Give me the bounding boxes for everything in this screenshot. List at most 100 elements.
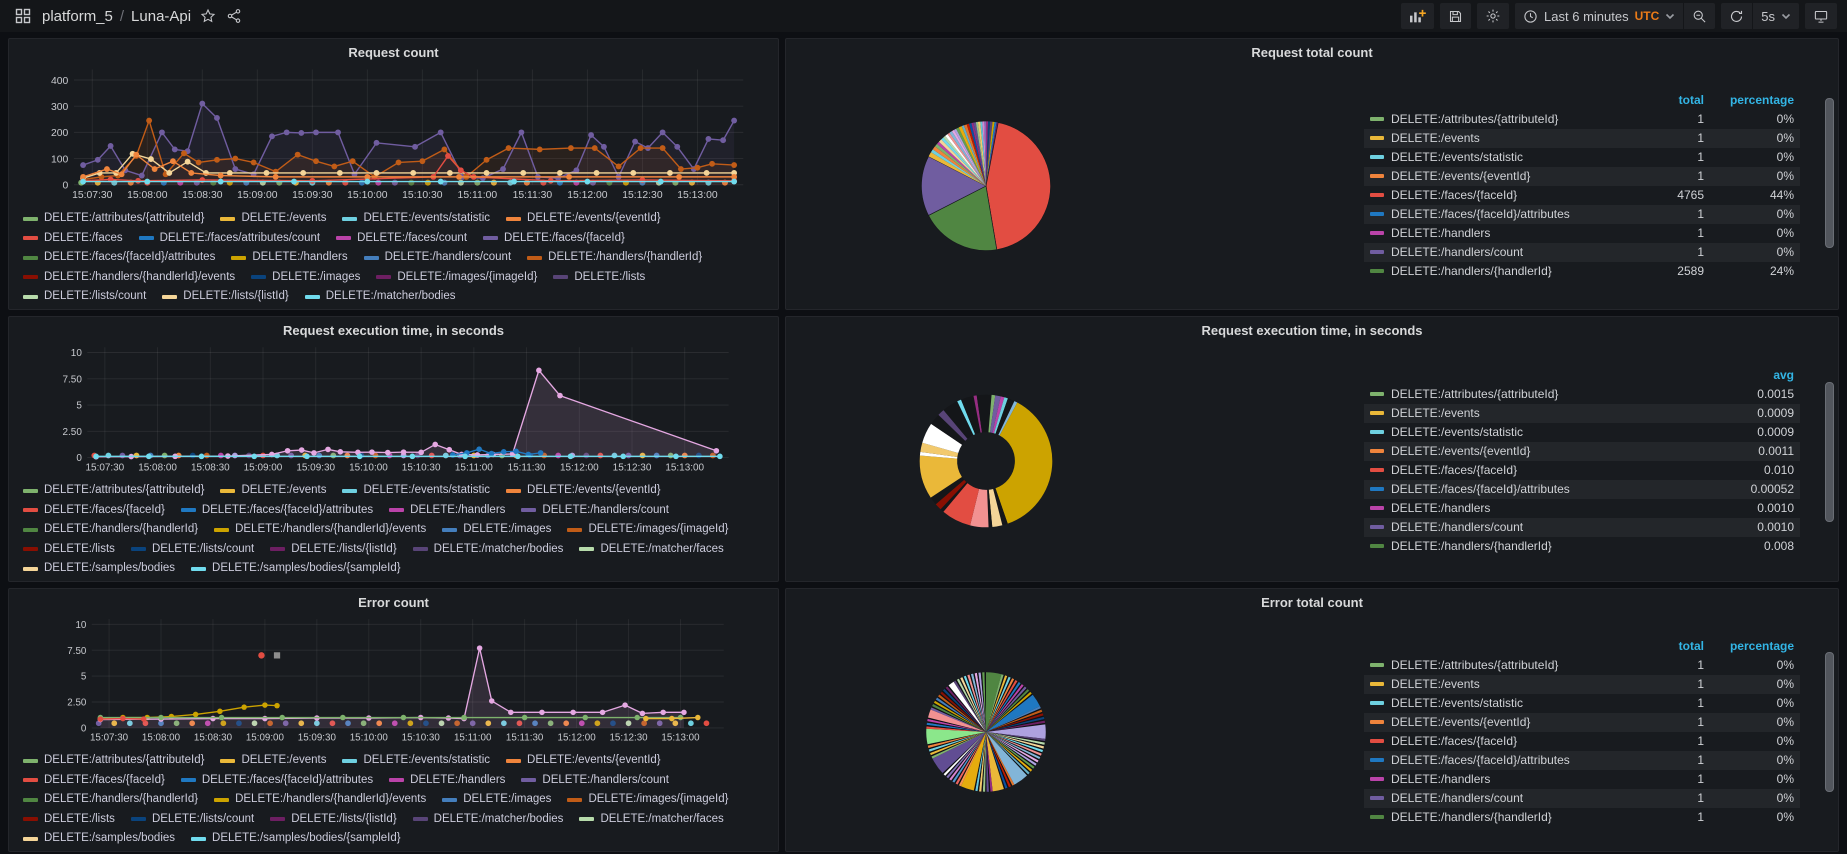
legend-item[interactable]: DELETE:/faces/attributes/count xyxy=(138,230,320,247)
legend-item[interactable]: DELETE:/matcher/bodies xyxy=(304,288,456,305)
request-exec-time-chart[interactable]: 15:07:30 15:08:00 15:08:30 15:09:00 15:09:30… xyxy=(9,340,778,478)
legend-item[interactable]: DELETE:/samples/bodies xyxy=(23,830,175,847)
legend-item[interactable]: DELETE:/handlers/{handlerId} xyxy=(23,521,198,538)
legend-item[interactable]: DELETE:/images/{imageId} xyxy=(376,269,537,286)
legend-table-row[interactable]: DELETE:/attributes/{attributeId} 1 0% xyxy=(1364,656,1800,675)
column-header-percentage[interactable]: percentage xyxy=(1729,93,1794,107)
legend-item[interactable]: DELETE:/matcher/faces xyxy=(579,811,724,828)
error-total-pie-chart[interactable] xyxy=(903,649,1069,815)
legend-item[interactable]: DELETE:/events/{eventId} xyxy=(506,752,661,769)
legend-item[interactable]: DELETE:/matcher/bodies xyxy=(412,541,563,558)
request-exec-time-donut-chart[interactable] xyxy=(901,376,1071,546)
legend-table-row[interactable]: DELETE:/events/statistic 1 0% xyxy=(1364,148,1800,167)
legend-item[interactable]: DELETE:/images/{imageId} xyxy=(567,791,728,808)
legend-item[interactable]: DELETE:/lists xyxy=(553,269,645,286)
legend-item[interactable]: DELETE:/faces/{faceId} xyxy=(483,230,625,247)
legend-table-row[interactable]: DELETE:/handlers/{handlerId} 2589 24% xyxy=(1364,262,1800,281)
legend-scrollbar[interactable] xyxy=(1825,652,1834,792)
legend-item[interactable]: DELETE:/matcher/faces xyxy=(579,541,724,558)
legend-table-row[interactable]: DELETE:/faces/{faceId} 0.010 xyxy=(1364,461,1800,480)
legend-table-row[interactable]: DELETE:/events 0.0009 xyxy=(1364,403,1800,423)
legend-table-row[interactable]: DELETE:/faces/{faceId}/attributes 1 0% xyxy=(1364,204,1800,224)
legend-table-row[interactable]: DELETE:/handlers/{handlerId} 1 0% xyxy=(1364,808,1800,827)
legend-table-row[interactable]: DELETE:/handlers 1 0% xyxy=(1364,770,1800,789)
legend-item[interactable]: DELETE:/handlers/{handlerId} xyxy=(527,249,702,266)
legend-item[interactable]: DELETE:/images/{imageId} xyxy=(567,521,728,538)
legend-item[interactable]: DELETE:/handlers/count xyxy=(521,502,669,519)
legend-table-row[interactable]: DELETE:/handlers 1 0% xyxy=(1364,224,1800,243)
legend-table-row[interactable]: DELETE:/handlers/count 0.0010 xyxy=(1364,517,1800,537)
legend-item[interactable]: DELETE:/events xyxy=(220,482,326,499)
legend-table-row[interactable]: DELETE:/attributes/{attributeId} 0.0015 xyxy=(1364,385,1800,404)
legend-item[interactable]: DELETE:/handlers/{handlerId}/events xyxy=(214,521,426,538)
legend-item[interactable]: DELETE:/events/{eventId} xyxy=(506,482,661,499)
legend-item[interactable]: DELETE:/faces/{faceId}/attributes xyxy=(23,249,215,266)
legend-item[interactable]: DELETE:/images xyxy=(251,269,360,286)
legend-table-row[interactable]: DELETE:/events/statistic 0.0009 xyxy=(1364,423,1800,442)
legend-item[interactable]: DELETE:/lists/{listId} xyxy=(162,288,289,305)
legend-item[interactable]: DELETE:/events/statistic xyxy=(342,752,490,769)
legend-item[interactable]: DELETE:/lists/count xyxy=(23,288,146,305)
dashboards-grid-icon[interactable] xyxy=(10,3,36,29)
time-range-picker[interactable]: Last 6 minutes UTC xyxy=(1515,3,1685,29)
legend-table-row[interactable]: DELETE:/events 1 0% xyxy=(1364,674,1800,694)
star-icon[interactable] xyxy=(195,3,221,29)
legend-item[interactable]: DELETE:/faces/{faceId}/attributes xyxy=(180,502,373,519)
legend-item[interactable]: DELETE:/handlers/{handlerId}/events xyxy=(23,269,235,286)
legend-item[interactable]: DELETE:/handlers/{handlerId} xyxy=(23,791,198,808)
legend-item[interactable]: DELETE:/faces/count xyxy=(336,230,467,247)
panel-title[interactable]: Request count xyxy=(348,45,439,60)
share-icon[interactable] xyxy=(221,3,247,29)
panel-title[interactable]: Request execution time, in seconds xyxy=(282,323,505,338)
legend-item[interactable]: DELETE:/handlers xyxy=(389,502,505,519)
legend-item[interactable]: DELETE:/events/{eventId} xyxy=(506,210,661,227)
legend-item[interactable]: DELETE:/attributes/{attributeId} xyxy=(23,482,204,499)
save-dashboard-button[interactable] xyxy=(1440,3,1472,29)
legend-table-row[interactable]: DELETE:/events/{eventId} 1 0% xyxy=(1364,166,1800,186)
column-header-percentage[interactable]: percentage xyxy=(1729,639,1794,653)
dashboard-settings-button[interactable] xyxy=(1477,3,1510,29)
panel-title[interactable]: Request execution time, in seconds xyxy=(1201,323,1423,338)
panel-title[interactable]: Error total count xyxy=(1261,595,1363,610)
column-header-total[interactable]: total xyxy=(1678,93,1704,107)
legend-item[interactable]: DELETE:/handlers/{handlerId}/events xyxy=(214,791,426,808)
legend-table-row[interactable]: DELETE:/handlers 0.0010 xyxy=(1364,499,1800,518)
zoom-out-button[interactable] xyxy=(1684,3,1716,29)
legend-item[interactable]: DELETE:/images xyxy=(442,521,551,538)
refresh-interval-select[interactable]: 5s xyxy=(1753,3,1799,29)
panel-title[interactable]: Error count xyxy=(358,595,429,610)
legend-item[interactable]: DELETE:/handlers/count xyxy=(363,249,511,266)
legend-table-row[interactable]: DELETE:/faces/{faceId}/attributes 0.00052 xyxy=(1364,479,1800,499)
legend-item[interactable]: DELETE:/faces/{faceId} xyxy=(23,772,165,789)
legend-item[interactable]: DELETE:/matcher/bodies xyxy=(412,811,563,828)
legend-table-row[interactable]: DELETE:/events/{eventId} 1 0% xyxy=(1364,712,1800,732)
legend-item[interactable]: DELETE:/attributes/{attributeId} xyxy=(23,752,204,769)
legend-item[interactable]: DELETE:/events/statistic xyxy=(342,210,490,227)
legend-table-row[interactable]: DELETE:/handlers/count 1 0% xyxy=(1364,242,1800,262)
legend-item[interactable]: DELETE:/faces xyxy=(23,230,123,247)
legend-item[interactable]: DELETE:/lists/{listId} xyxy=(270,811,397,828)
breadcrumb-dashboard[interactable]: Luna-Api xyxy=(131,7,192,25)
legend-item[interactable]: DELETE:/handlers xyxy=(389,772,505,789)
legend-table-row[interactable]: DELETE:/faces/{faceId} 4765 44% xyxy=(1364,186,1800,205)
legend-item[interactable]: DELETE:/attributes/{attributeId} xyxy=(23,210,204,227)
legend-item[interactable]: DELETE:/samples/bodies/{sampleId} xyxy=(191,560,401,577)
legend-table-row[interactable]: DELETE:/handlers/count 1 0% xyxy=(1364,788,1800,808)
legend-scrollbar[interactable] xyxy=(1825,382,1834,522)
legend-item[interactable]: DELETE:/events xyxy=(220,752,326,769)
legend-scrollbar[interactable] xyxy=(1825,98,1834,248)
legend-table-row[interactable]: DELETE:/events/statistic 1 0% xyxy=(1364,694,1800,713)
request-total-pie-chart[interactable] xyxy=(901,101,1071,271)
panel-title[interactable]: Request total count xyxy=(1251,45,1373,60)
legend-item[interactable]: DELETE:/lists xyxy=(23,811,115,828)
legend-item[interactable]: DELETE:/events/statistic xyxy=(342,482,490,499)
legend-table-row[interactable]: DELETE:/events 1 0% xyxy=(1364,128,1800,148)
legend-item[interactable]: DELETE:/lists/count xyxy=(130,811,254,828)
column-header-avg[interactable]: avg xyxy=(1773,368,1794,382)
kiosk-mode-button[interactable] xyxy=(1805,3,1837,29)
legend-item[interactable]: DELETE:/lists xyxy=(23,541,115,558)
legend-item[interactable]: DELETE:/handlers xyxy=(231,249,348,266)
legend-item[interactable]: DELETE:/handlers/count xyxy=(521,772,669,789)
breadcrumb-folder[interactable]: platform_5 xyxy=(42,7,113,25)
refresh-button[interactable] xyxy=(1721,3,1754,29)
